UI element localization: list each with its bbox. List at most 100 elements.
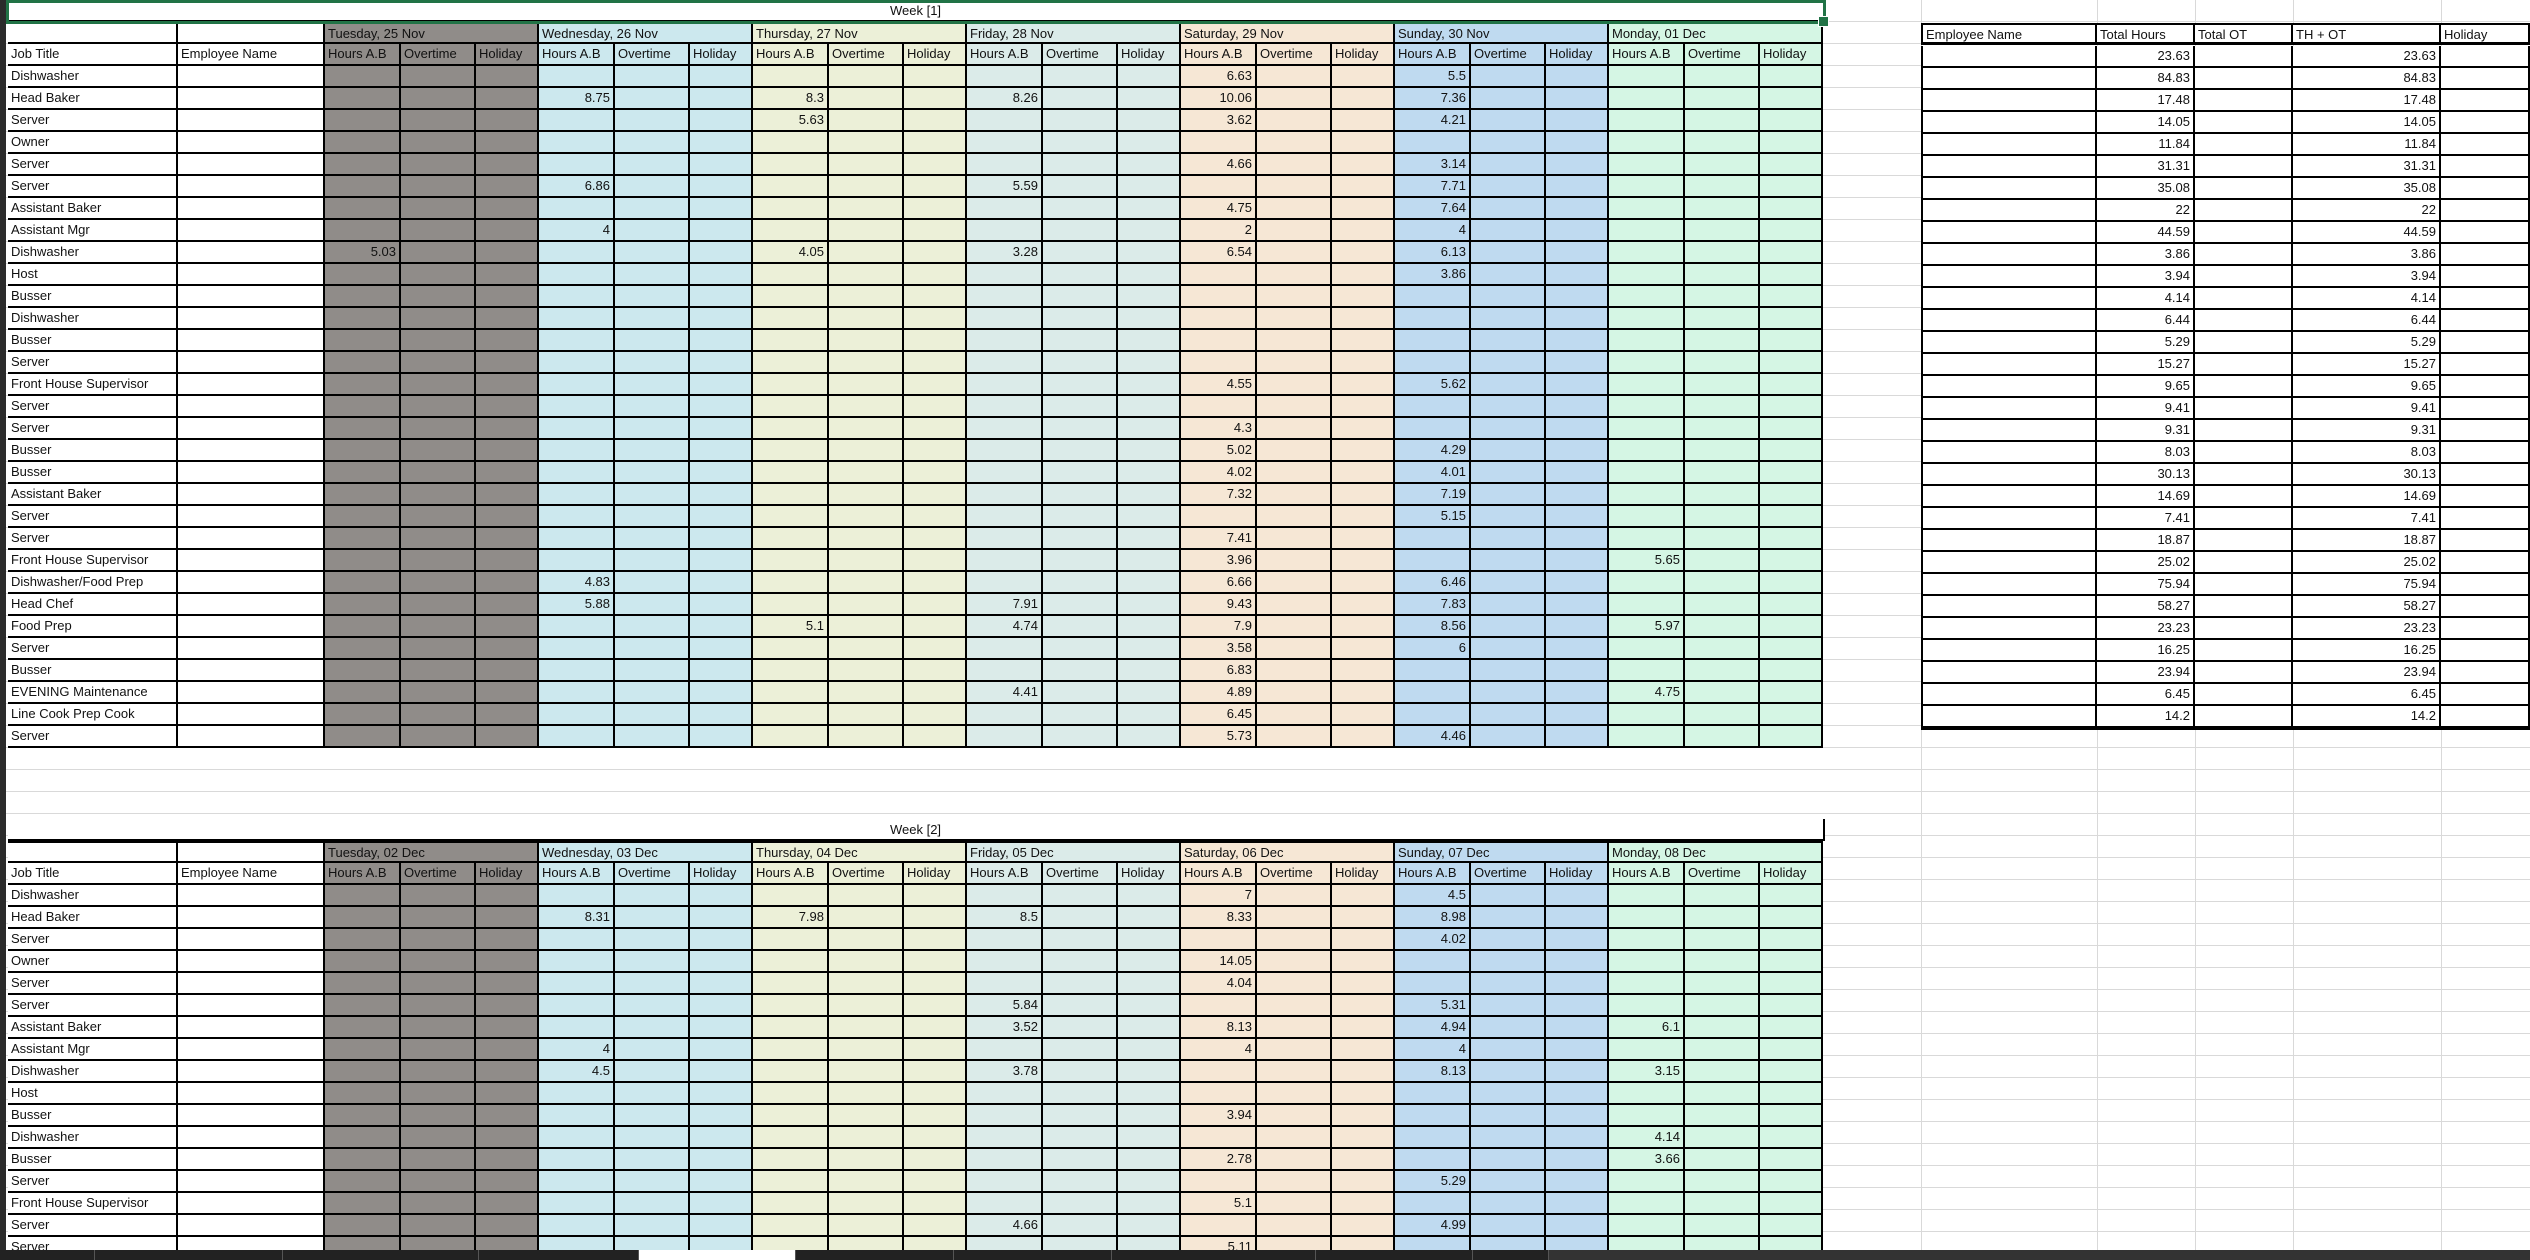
holiday-cell[interactable] — [690, 682, 753, 704]
holiday-cell[interactable] — [1546, 418, 1609, 440]
holiday-cell[interactable] — [1118, 154, 1181, 176]
overtime-cell[interactable] — [615, 352, 690, 374]
summary-total-hours[interactable]: 35.08 — [2097, 178, 2195, 200]
hours-cell[interactable]: 6.54 — [1181, 242, 1257, 264]
summary-holiday[interactable] — [2441, 310, 2530, 332]
holiday-cell[interactable] — [1118, 1105, 1181, 1127]
holiday-cell[interactable] — [690, 638, 753, 660]
hours-cell[interactable]: 7.41 — [1181, 528, 1257, 550]
overtime-cell[interactable] — [615, 1127, 690, 1149]
hours-cell[interactable] — [325, 951, 401, 973]
sub-header-holiday[interactable]: Holiday — [904, 863, 967, 885]
job-title-cell[interactable]: Server — [8, 995, 178, 1017]
holiday-cell[interactable] — [690, 176, 753, 198]
overtime-cell[interactable] — [401, 176, 476, 198]
holiday-cell[interactable] — [1332, 198, 1395, 220]
overtime-cell[interactable] — [1043, 462, 1118, 484]
holiday-cell[interactable] — [476, 1193, 539, 1215]
holiday-cell[interactable] — [476, 995, 539, 1017]
holiday-cell[interactable] — [690, 506, 753, 528]
holiday-cell[interactable] — [1118, 907, 1181, 929]
holiday-cell[interactable] — [1760, 506, 1823, 528]
hours-cell[interactable]: 4.21 — [1395, 110, 1471, 132]
employee-name-cell[interactable] — [178, 704, 325, 726]
holiday-cell[interactable] — [1546, 1171, 1609, 1193]
overtime-cell[interactable] — [615, 572, 690, 594]
employee-name-cell[interactable] — [178, 594, 325, 616]
employee-name-header[interactable]: Employee Name — [178, 863, 325, 885]
overtime-cell[interactable] — [1685, 1017, 1760, 1039]
hours-cell[interactable] — [753, 660, 829, 682]
overtime-cell[interactable] — [829, 154, 904, 176]
overtime-cell[interactable] — [615, 973, 690, 995]
summary-employee-name[interactable] — [1921, 68, 2097, 90]
holiday-cell[interactable] — [690, 154, 753, 176]
summary-holiday[interactable] — [2441, 596, 2530, 618]
overtime-cell[interactable] — [1685, 1039, 1760, 1061]
job-title-cell[interactable]: Front House Supervisor — [8, 1193, 178, 1215]
hours-cell[interactable] — [967, 550, 1043, 572]
employee-name-header[interactable]: Employee Name — [178, 44, 325, 66]
holiday-cell[interactable] — [1118, 396, 1181, 418]
summary-employee-name[interactable] — [1921, 508, 2097, 530]
sub-header-hours[interactable]: Hours A.B — [967, 44, 1043, 66]
hours-cell[interactable] — [967, 1105, 1043, 1127]
sub-header-overtime[interactable]: Overtime — [1471, 863, 1546, 885]
holiday-cell[interactable] — [1118, 550, 1181, 572]
job-title-cell[interactable]: Owner — [8, 951, 178, 973]
overtime-cell[interactable] — [1471, 973, 1546, 995]
holiday-cell[interactable] — [476, 1083, 539, 1105]
hours-cell[interactable]: 4.5 — [1395, 885, 1471, 907]
holiday-cell[interactable] — [690, 352, 753, 374]
hours-cell[interactable] — [1609, 594, 1685, 616]
hours-cell[interactable] — [753, 572, 829, 594]
employee-name-cell[interactable] — [178, 682, 325, 704]
overtime-cell[interactable] — [1471, 572, 1546, 594]
hours-cell[interactable]: 5.29 — [1395, 1171, 1471, 1193]
hours-cell[interactable] — [539, 330, 615, 352]
overtime-cell[interactable] — [1685, 242, 1760, 264]
holiday-cell[interactable] — [690, 995, 753, 1017]
employee-name-cell[interactable] — [178, 973, 325, 995]
overtime-cell[interactable] — [1257, 88, 1332, 110]
overtime-cell[interactable] — [829, 220, 904, 242]
employee-name-cell[interactable] — [178, 286, 325, 308]
holiday-cell[interactable] — [904, 88, 967, 110]
employee-name-cell[interactable] — [178, 66, 325, 88]
sub-header-holiday[interactable]: Holiday — [1546, 863, 1609, 885]
hours-cell[interactable] — [967, 572, 1043, 594]
holiday-cell[interactable] — [476, 1061, 539, 1083]
summary-employee-name[interactable] — [1921, 178, 2097, 200]
hours-cell[interactable] — [1395, 330, 1471, 352]
employee-name-cell[interactable] — [178, 506, 325, 528]
holiday-cell[interactable] — [476, 1215, 539, 1237]
holiday-cell[interactable] — [1760, 352, 1823, 374]
holiday-cell[interactable] — [1760, 440, 1823, 462]
holiday-cell[interactable] — [476, 594, 539, 616]
holiday-cell[interactable] — [1546, 638, 1609, 660]
hours-cell[interactable]: 5.97 — [1609, 616, 1685, 638]
holiday-cell[interactable] — [476, 726, 539, 748]
overtime-cell[interactable] — [615, 1061, 690, 1083]
holiday-cell[interactable] — [904, 682, 967, 704]
holiday-cell[interactable] — [1118, 1039, 1181, 1061]
overtime-cell[interactable] — [1257, 1017, 1332, 1039]
summary-holiday[interactable] — [2441, 46, 2530, 68]
overtime-cell[interactable] — [1043, 1215, 1118, 1237]
hours-cell[interactable] — [1609, 1083, 1685, 1105]
holiday-cell[interactable] — [1332, 572, 1395, 594]
holiday-cell[interactable] — [476, 198, 539, 220]
holiday-cell[interactable] — [690, 660, 753, 682]
holiday-cell[interactable] — [690, 396, 753, 418]
hours-cell[interactable] — [1609, 198, 1685, 220]
hours-cell[interactable]: 10.06 — [1181, 88, 1257, 110]
overtime-cell[interactable] — [1043, 1017, 1118, 1039]
overtime-cell[interactable] — [1471, 440, 1546, 462]
day-header[interactable]: Tuesday, 25 Nov — [325, 22, 539, 44]
employee-name-cell[interactable] — [178, 418, 325, 440]
holiday-cell[interactable] — [904, 1215, 967, 1237]
holiday-cell[interactable] — [476, 660, 539, 682]
hours-cell[interactable] — [1609, 726, 1685, 748]
hours-cell[interactable] — [967, 1149, 1043, 1171]
overtime-cell[interactable] — [829, 929, 904, 951]
